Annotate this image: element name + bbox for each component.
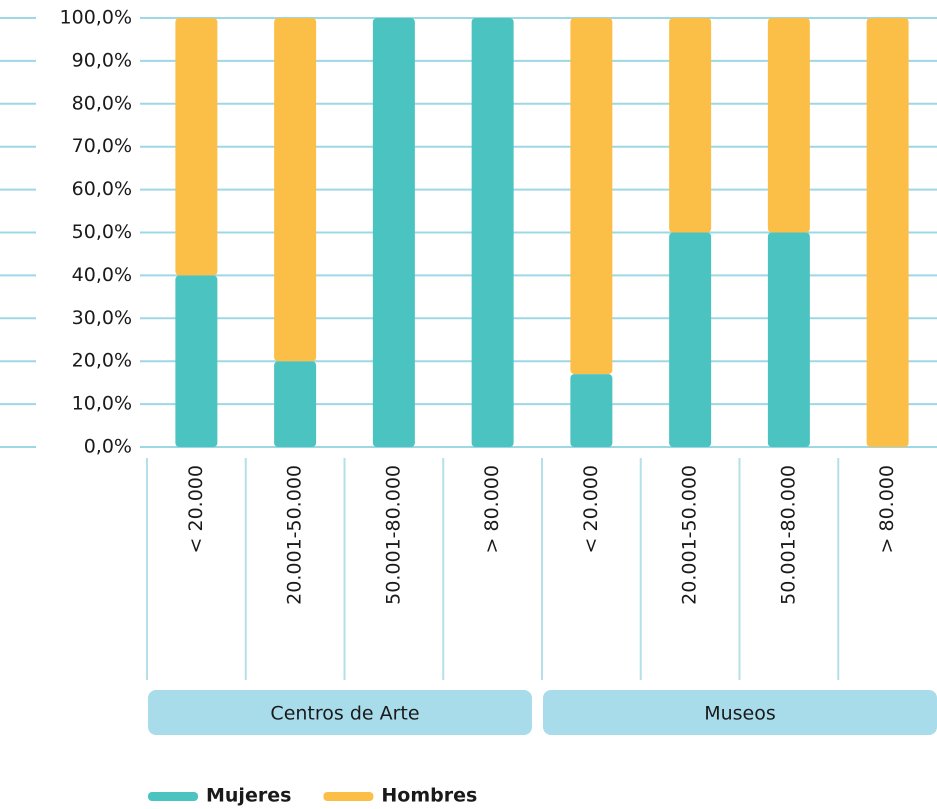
y-tick-label: 80,0% (72, 92, 132, 114)
x-tick-label: > 80.000 (876, 465, 898, 553)
group-box (543, 690, 937, 735)
x-tick-label: 20.001-50.000 (679, 465, 701, 605)
x-tick-label: < 20.000 (185, 465, 207, 553)
bar-segment (471, 18, 514, 447)
bar-segment (767, 18, 810, 233)
y-tick-label: 40,0% (72, 264, 132, 286)
x-tick-label: 20.001-50.000 (284, 465, 306, 605)
legend-label: Hombres (381, 785, 477, 807)
bar-segment (274, 18, 317, 362)
bar-segment (570, 374, 613, 447)
bar-segment (175, 18, 218, 276)
y-tick-label: 50,0% (72, 221, 132, 243)
x-tick-label: > 80.000 (481, 465, 503, 553)
x-tick-label: 50.001-80.000 (382, 465, 404, 605)
y-tick-label: 100,0% (60, 7, 132, 29)
y-tick-label: 20,0% (72, 350, 132, 372)
x-tick-label: < 20.000 (580, 465, 602, 553)
bar-segment (669, 232, 712, 447)
bar-segment (372, 18, 415, 447)
x-tick-label: 50.001-80.000 (777, 465, 799, 605)
bar-segment (767, 232, 810, 447)
group-label: Centros de Arte (270, 703, 419, 725)
group-label: Museos (704, 703, 776, 725)
bar-segment (866, 18, 909, 447)
bar-segment (570, 18, 613, 375)
legend-label: Mujeres (206, 785, 291, 807)
y-tick-label: 30,0% (72, 307, 132, 329)
group-box (148, 690, 532, 735)
legend-swatch (323, 792, 374, 801)
y-tick-label: 70,0% (72, 135, 132, 157)
bar-segment (274, 361, 317, 447)
y-tick-label: 0,0% (84, 436, 132, 458)
y-tick-label: 90,0% (72, 49, 132, 71)
y-tick-label: 60,0% (72, 178, 132, 200)
y-tick-label: 10,0% (72, 393, 132, 415)
bar-segment (175, 275, 218, 447)
legend-swatch (148, 792, 198, 801)
bar-segment (669, 18, 712, 233)
